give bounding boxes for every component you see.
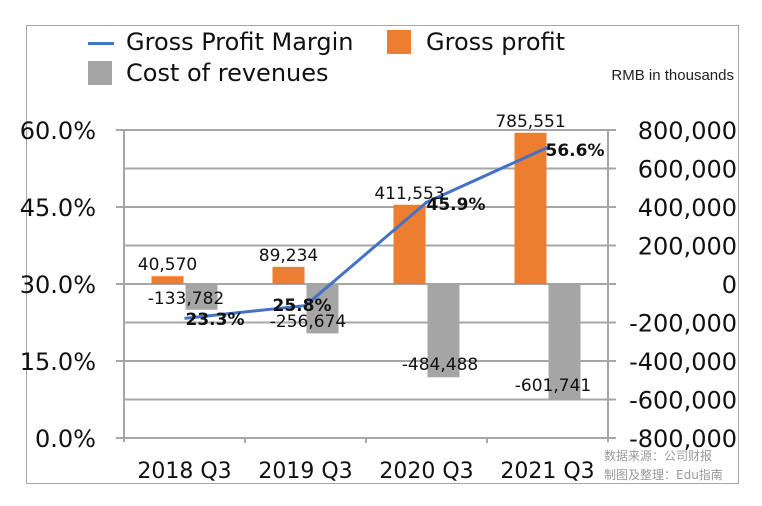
- x-axis-category-label: 2018 Q3: [137, 459, 231, 484]
- legend-line-icon: [88, 42, 114, 45]
- left-axis-tick-label: 45.0%: [20, 194, 96, 222]
- source-note-line1: 数据来源：公司财报: [604, 449, 713, 463]
- bar-cost-of-revenues: [427, 284, 460, 378]
- legend-gross-profit-margin: Gross Profit Margin: [126, 28, 354, 56]
- right-axis-tick-label: -800,000: [629, 425, 737, 453]
- label-cost-of-revenues: -256,674: [270, 312, 346, 332]
- x-axis-category-label: 2021 Q3: [500, 459, 594, 484]
- label-gross-profit: 40,570: [138, 255, 197, 275]
- label-gross-profit: 785,551: [495, 112, 565, 132]
- left-axis-tick-label: 0.0%: [35, 425, 96, 453]
- x-axis-category-label: 2019 Q3: [258, 459, 352, 484]
- label-cost-of-revenues: -601,741: [515, 376, 591, 396]
- label-margin: 56.6%: [546, 141, 605, 161]
- left-axis-tick-label: 30.0%: [20, 271, 96, 299]
- legend-cost-swatch: [88, 61, 112, 85]
- data-labels: 40,570 89,234 411,553 785,551 -133,782 -256,6…: [138, 112, 605, 396]
- bar-gross-profit: [514, 132, 547, 284]
- bar-cost-of-revenues: [185, 284, 218, 310]
- bar-gross-profit: [272, 266, 305, 284]
- right-axis-tick-label: 400,000: [638, 194, 737, 222]
- right-axis-tick-label: -600,000: [629, 387, 737, 415]
- chart-frame: [26, 25, 739, 484]
- label-margin: 23.3%: [186, 310, 245, 330]
- label-margin: 25.8%: [273, 296, 332, 316]
- bar-cost-of-revenues: [548, 284, 581, 400]
- right-axis-tick-label: 800,000: [638, 117, 737, 145]
- bars: [151, 132, 581, 400]
- legend-gross-profit-swatch: [387, 30, 411, 54]
- bar-gross-profit: [151, 276, 184, 284]
- source-note-line2: 制图及整理：Edu指南: [604, 468, 723, 482]
- right-axis-tick-label: -200,000: [629, 310, 737, 338]
- label-gross-profit: 89,234: [259, 246, 318, 266]
- left-axis-tick-label: 15.0%: [20, 348, 96, 376]
- label-cost-of-revenues: -133,782: [148, 289, 224, 309]
- right-axis-tick-label: 600,000: [638, 156, 737, 184]
- right-axis-tick-label: 0: [722, 271, 737, 299]
- left-axis-tick-label: 60.0%: [20, 117, 96, 145]
- margin-line: [184, 146, 549, 320]
- x-axis-category-label: 2020 Q3: [379, 459, 473, 484]
- label-cost-of-revenues: -484,488: [402, 355, 478, 375]
- axes: 0.0% 15.0% 30.0% 45.0% 60.0% -800,000 -600,000…: [20, 117, 737, 484]
- right-axis-tick-label: 200,000: [638, 233, 737, 261]
- label-margin: 45.9%: [427, 195, 486, 215]
- label-gross-profit: 411,553: [374, 184, 444, 204]
- legend-gross-profit: Gross profit: [426, 28, 566, 56]
- unit-label: RMB in thousands: [611, 67, 734, 84]
- legend-cost-of-revenues: Cost of revenues: [126, 59, 329, 87]
- margin-line-path: [184, 146, 549, 320]
- right-axis-tick-label: -400,000: [629, 348, 737, 376]
